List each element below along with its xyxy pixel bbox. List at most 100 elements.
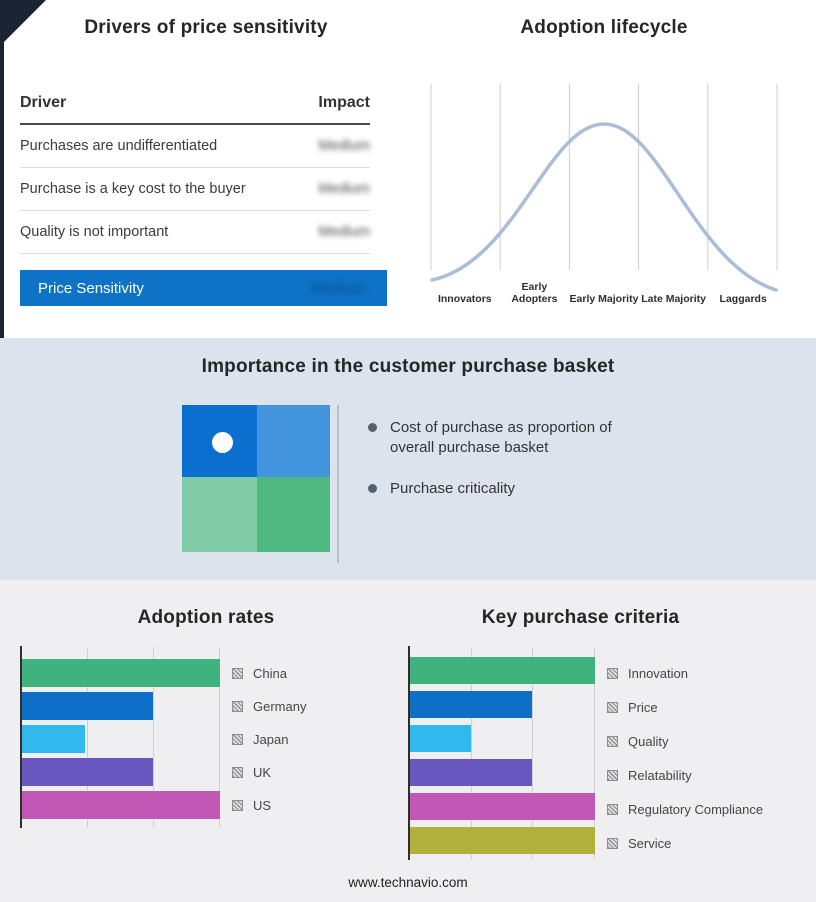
- quadrant-cell-top-right: [257, 405, 330, 477]
- legend-label: Innovation: [628, 665, 688, 681]
- legend-hatch-icon: [607, 837, 618, 849]
- bell-curve-line: [430, 122, 778, 292]
- column-header-driver: Driver: [20, 94, 67, 111]
- bullet-text: Cost of purchase as proportion of overal…: [390, 419, 612, 457]
- bullet-icon: [368, 483, 377, 493]
- price-sensitivity-highlight-row: Price Sensitivity Medium: [20, 270, 387, 306]
- bar-row: [410, 691, 595, 718]
- bar-quality: [410, 725, 472, 752]
- bullet-item: Purchase criticality: [368, 479, 648, 499]
- impact-cell-blurred: Medium: [318, 138, 370, 154]
- gridline: [532, 647, 534, 859]
- top-section: Drivers of price sensitivity Driver Impa…: [0, 0, 816, 338]
- bar-row: [410, 759, 595, 786]
- legend-item: UK: [232, 756, 306, 789]
- bar-row: [22, 692, 220, 720]
- bar-row: [410, 827, 595, 854]
- stage-label-early-majority: Early Majority: [569, 293, 639, 306]
- bar-relatability: [410, 759, 533, 786]
- gridline: [219, 647, 220, 827]
- legend-label: US: [253, 798, 272, 813]
- highlight-impact-cell-blurred: Medium: [311, 279, 365, 297]
- y-axis-line: [408, 646, 410, 860]
- stage-label-late-majority: Late Majority: [641, 293, 706, 306]
- bar-row: [22, 791, 220, 819]
- y-axis-line: [20, 646, 22, 828]
- quadrant-marker-dot: [212, 432, 233, 453]
- stage-label-innovators: Innovators: [437, 293, 492, 306]
- legend-item: Regulatory Compliance: [607, 792, 763, 826]
- bar-uk: [22, 758, 153, 786]
- key-purchase-criteria-title: Key purchase criteria: [481, 607, 680, 628]
- legend-item: Japan: [232, 723, 306, 756]
- impact-cell-blurred: Medium: [318, 224, 370, 240]
- quadrant-cell-bottom-left: [182, 477, 257, 552]
- bar-row: [22, 659, 220, 687]
- footer-website-text: www.technavio.com: [348, 875, 468, 890]
- highlight-driver-cell: Price Sensitivity: [38, 279, 144, 297]
- basket-section-title: Importance in the customer purchase bask…: [201, 356, 615, 377]
- legend-label: Relatability: [628, 767, 692, 783]
- legend-label: UK: [253, 765, 272, 780]
- bullet-text: Purchase criticality: [390, 479, 516, 497]
- bar-row: [410, 793, 595, 820]
- bar-row: [410, 657, 595, 684]
- gridline: [153, 647, 154, 827]
- legend-hatch-icon: [232, 734, 243, 745]
- driver-cell: Quality is not important: [20, 224, 169, 240]
- legend-label: Quality: [628, 733, 669, 749]
- stage-label-early-adopters: Early Adopters: [511, 280, 558, 306]
- legend-item: Service: [607, 826, 763, 860]
- legend-hatch-icon: [232, 800, 243, 811]
- legend-item: China: [232, 657, 306, 690]
- basket-bullet-list: Cost of purchase as proportion of overal…: [368, 418, 648, 519]
- bullet-icon: [368, 423, 377, 432]
- table-row: Quality is not important Medium: [20, 211, 370, 254]
- key-purchase-criteria-legend: Innovation Price Quality Relatability Re…: [607, 647, 763, 860]
- bullet-item: Cost of purchase as proportion of overal…: [368, 418, 648, 459]
- legend-hatch-icon: [232, 767, 243, 778]
- bottom-section: Adoption rates Key purchase criteria Chi…: [0, 580, 816, 902]
- legend-label: Regulatory Compliance: [628, 801, 764, 817]
- legend-label: Price: [628, 699, 658, 715]
- gridline: [87, 647, 88, 827]
- gridline: [594, 647, 596, 859]
- legend-hatch-icon: [232, 668, 243, 679]
- bar-row: [22, 725, 220, 753]
- legend-label: Service: [628, 835, 672, 851]
- driver-cell: Purchases are undifferentiated: [20, 138, 218, 154]
- impact-cell-blurred: Medium: [318, 181, 370, 197]
- lifecycle-bell-curve-chart: [430, 84, 778, 292]
- driver-cell: Purchase is a key cost to the buyer: [20, 181, 246, 197]
- purchase-basket-quadrant: [182, 405, 330, 552]
- legend-item: Price: [607, 690, 763, 724]
- table-row: Purchases are undifferentiated Medium: [20, 125, 370, 168]
- legend-hatch-icon: [232, 701, 243, 712]
- legend-item: Quality: [607, 724, 763, 758]
- adoption-rates-legend: China Germany Japan UK US: [232, 647, 306, 822]
- bar-innovation: [410, 657, 595, 684]
- bar-japan: [22, 725, 86, 753]
- legend-label: China: [253, 666, 287, 681]
- legend-label: Germany: [253, 699, 307, 714]
- left-edge-strip: [0, 0, 4, 338]
- legend-item: Relatability: [607, 758, 763, 792]
- legend-hatch-icon: [607, 803, 618, 815]
- bar-china: [22, 659, 220, 687]
- legend-hatch-icon: [607, 769, 618, 781]
- drivers-table: Driver Impact Purchases are undifferenti…: [20, 94, 370, 254]
- column-header-impact: Impact: [318, 94, 370, 111]
- adoption-rates-chart: [20, 646, 220, 828]
- legend-hatch-icon: [607, 735, 618, 747]
- quadrant-cell-bottom-right: [257, 477, 330, 552]
- stage-label-laggards: Laggards: [719, 293, 767, 306]
- adoption-rates-title: Adoption rates: [137, 607, 275, 628]
- quadrant-axis-line: [337, 405, 339, 563]
- legend-item: Innovation: [607, 656, 763, 690]
- key-purchase-criteria-chart: [408, 646, 596, 860]
- bar-row: [410, 725, 595, 752]
- lifecycle-panel-title: Adoption lifecycle: [520, 17, 688, 38]
- legend-hatch-icon: [607, 701, 618, 713]
- lifecycle-stage-labels: Innovators Early Adopters Early Majority…: [430, 270, 778, 306]
- drivers-panel-title: Drivers of price sensitivity: [84, 17, 328, 38]
